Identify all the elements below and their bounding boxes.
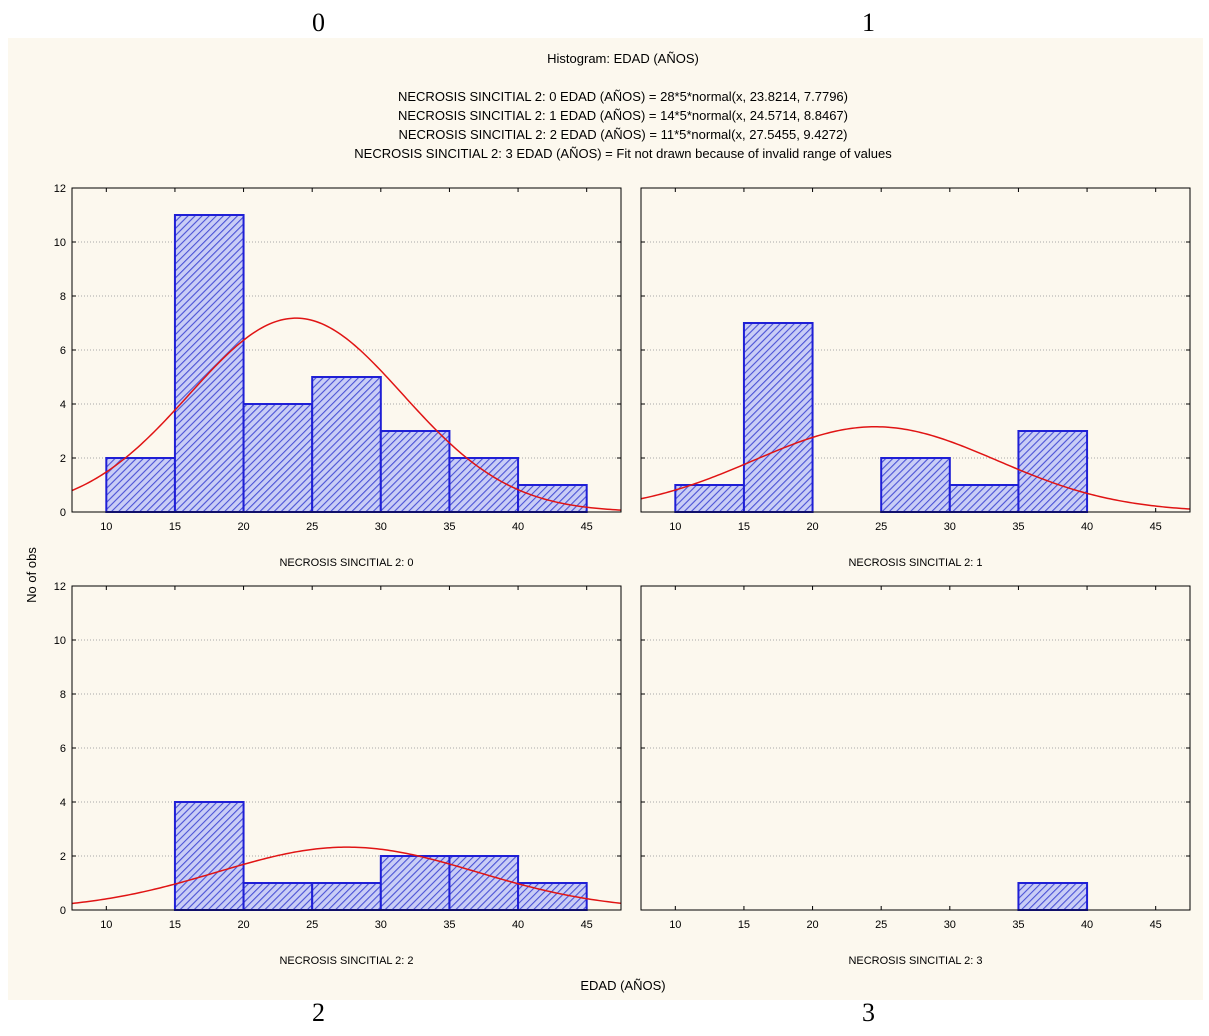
x-tick-label: 35 xyxy=(443,919,455,931)
histogram-bar xyxy=(242,403,314,513)
histogram-bar xyxy=(379,430,451,513)
x-tick-label: 30 xyxy=(375,521,387,533)
normal-fit-curve xyxy=(71,846,622,905)
panel-frame xyxy=(640,187,1191,513)
histogram-bar xyxy=(948,484,1020,513)
chart-title: Histogram: EDAD (AÑOS) xyxy=(547,51,699,66)
y-tick-label: 10 xyxy=(54,237,66,249)
x-tick-label: 25 xyxy=(306,521,318,533)
y-tick-label: 4 xyxy=(60,797,66,809)
y-tick-label: 0 xyxy=(60,905,66,917)
corner-label-3: 3 xyxy=(862,998,875,1027)
panel-frame xyxy=(640,585,1191,911)
corner-label-0: 0 xyxy=(312,8,325,37)
histogram-bar xyxy=(173,801,245,911)
x-tick-label: 30 xyxy=(944,919,956,931)
x-tick-label: 20 xyxy=(237,919,249,931)
x-tick-label: 10 xyxy=(100,521,112,533)
x-tick-label: 35 xyxy=(443,521,455,533)
panel-label: NECROSIS SINCITIAL 2: 2 xyxy=(279,955,413,967)
panel-3: 10 15 20 25 30 35 40 45 NECROSIS SINCITIAL 2: 3 xyxy=(640,585,1191,967)
x-tick-label: 30 xyxy=(944,521,956,533)
x-tick-label: 10 xyxy=(100,919,112,931)
histogram-bar xyxy=(880,457,951,513)
histogram-bar xyxy=(742,322,814,513)
histogram-bar xyxy=(242,882,314,911)
panel-label: NECROSIS SINCITIAL 2: 0 xyxy=(279,557,413,569)
subtitle-line-0: NECROSIS SINCITIAL 2: 0 EDAD (AÑOS) = 28… xyxy=(398,89,848,104)
x-tick-label: 25 xyxy=(306,919,318,931)
x-tick-label: 45 xyxy=(1150,521,1162,533)
normal-fit-curve xyxy=(640,426,1191,510)
histogram-bar xyxy=(517,484,588,513)
x-axis-label: EDAD (AÑOS) xyxy=(580,978,665,993)
x-tick-label: 35 xyxy=(1012,521,1024,533)
panel-frame xyxy=(71,187,622,513)
panel-0: 0 2 4 6 8 10 12 10 15 20 25 30 35 40 45 NECROSIS SINCIT… xyxy=(54,183,622,569)
x-tick-label: 45 xyxy=(581,521,593,533)
subtitle-line-3: NECROSIS SINCITIAL 2: 3 EDAD (AÑOS) = Fi… xyxy=(354,146,892,161)
histogram-bar xyxy=(173,214,245,513)
subtitle-line-2: NECROSIS SINCITIAL 2: 2 EDAD (AÑOS) = 11… xyxy=(398,127,847,142)
panel-frame xyxy=(71,585,622,911)
x-tick-label: 25 xyxy=(875,919,887,931)
y-tick-label: 2 xyxy=(60,851,66,863)
histogram-bar xyxy=(311,882,382,911)
y-tick-label: 12 xyxy=(54,581,66,593)
y-tick-label: 6 xyxy=(60,743,66,755)
histogram-bar xyxy=(1017,430,1089,513)
panel-label: NECROSIS SINCITIAL 2: 3 xyxy=(848,955,982,967)
x-tick-label: 20 xyxy=(806,919,818,931)
y-tick-label: 10 xyxy=(54,635,66,647)
histogram-bar xyxy=(379,855,451,911)
subtitle-line-1: NECROSIS SINCITIAL 2: 1 EDAD (AÑOS) = 14… xyxy=(398,108,848,123)
x-tick-label: 45 xyxy=(1150,919,1162,931)
x-tick-label: 15 xyxy=(738,521,750,533)
x-tick-label: 15 xyxy=(169,919,181,931)
x-tick-label: 40 xyxy=(512,521,524,533)
x-tick-label: 20 xyxy=(806,521,818,533)
panel-1: 10 15 20 25 30 35 40 45 NECROSIS SINCITIAL 2: 1 xyxy=(640,187,1191,569)
corner-label-2: 2 xyxy=(312,998,325,1027)
y-tick-label: 0 xyxy=(60,507,66,519)
y-axis-label: No of obs xyxy=(24,547,39,603)
histogram-bar xyxy=(1017,882,1089,911)
x-tick-label: 35 xyxy=(1012,919,1024,931)
histogram-bar xyxy=(674,484,745,513)
x-tick-label: 40 xyxy=(1081,919,1093,931)
y-tick-label: 2 xyxy=(60,453,66,465)
histogram-bar xyxy=(105,457,176,513)
y-tick-label: 12 xyxy=(54,183,66,195)
y-tick-label: 8 xyxy=(60,689,66,701)
x-tick-label: 40 xyxy=(1081,521,1093,533)
histogram-bar xyxy=(311,376,382,513)
x-tick-label: 10 xyxy=(669,919,681,931)
y-tick-label: 8 xyxy=(60,291,66,303)
x-tick-label: 30 xyxy=(375,919,387,931)
panel-label: NECROSIS SINCITIAL 2: 1 xyxy=(848,557,982,569)
corner-label-1: 1 xyxy=(862,8,875,37)
x-tick-label: 45 xyxy=(581,919,593,931)
x-tick-label: 25 xyxy=(875,521,887,533)
panel-2: 0 2 4 6 8 10 12 10 15 20 25 30 35 40 45 NECROSIS SINCIT… xyxy=(54,581,622,967)
normal-fit-curve xyxy=(71,317,622,511)
x-tick-label: 20 xyxy=(237,521,249,533)
x-tick-label: 15 xyxy=(169,521,181,533)
x-tick-label: 15 xyxy=(738,919,750,931)
x-tick-label: 10 xyxy=(669,521,681,533)
x-tick-label: 40 xyxy=(512,919,524,931)
y-tick-label: 6 xyxy=(60,345,66,357)
y-tick-label: 4 xyxy=(60,399,66,411)
histogram-bar xyxy=(448,855,520,911)
